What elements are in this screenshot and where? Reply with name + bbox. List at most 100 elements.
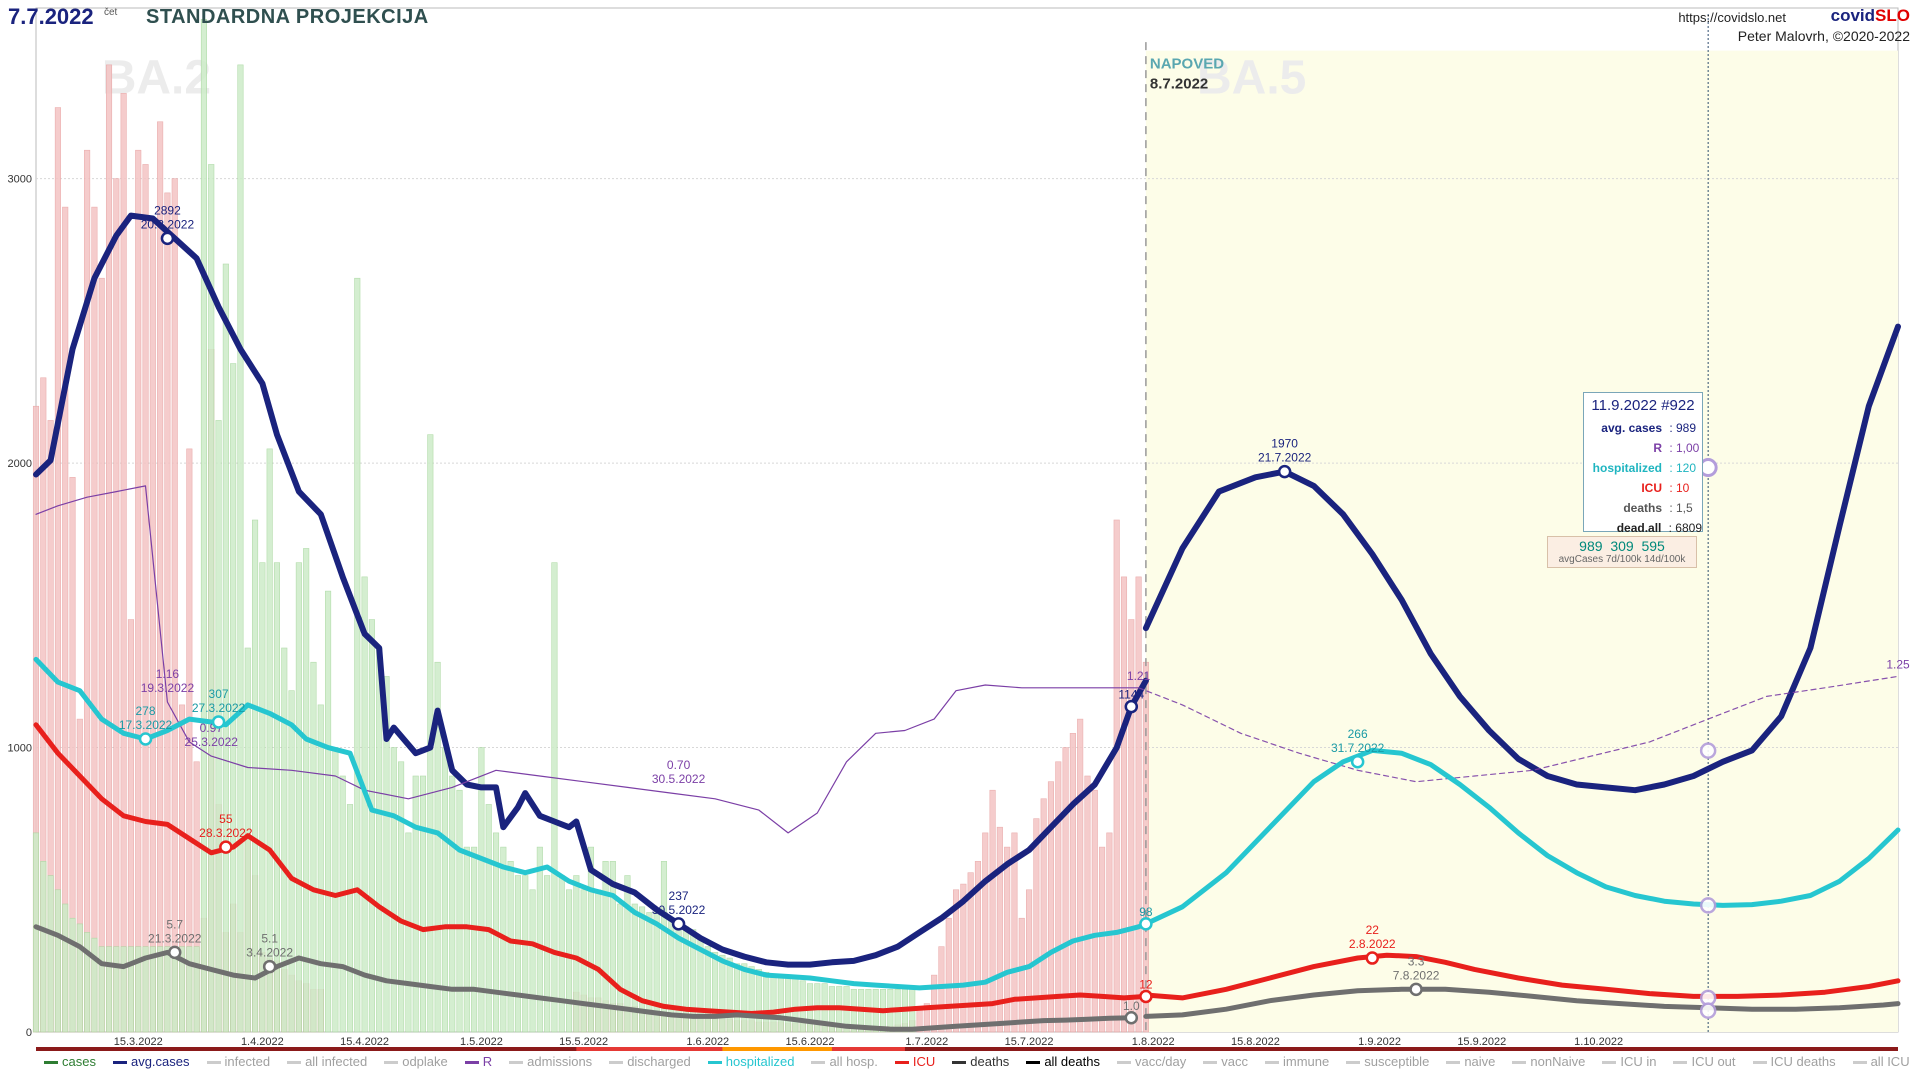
legend-item[interactable]: vacc/day: [1116, 1054, 1186, 1069]
tooltip-row: R:1,00: [1584, 438, 1702, 458]
bar-infected: [748, 966, 755, 1033]
tooltip-row-colon: :: [1669, 481, 1673, 495]
x-tick-label: 15.5.2022: [559, 1036, 608, 1048]
tooltip-row: avg. cases:989: [1584, 418, 1702, 438]
bar-infected: [310, 661, 317, 1033]
legend-item[interactable]: ICU out: [1673, 1054, 1736, 1069]
annotation-marker: [160, 231, 175, 246]
legend-item[interactable]: susceptible: [1346, 1054, 1429, 1069]
legend-item[interactable]: infected: [206, 1054, 270, 1069]
bar-infected: [398, 761, 405, 1033]
legend-item[interactable]: nonNaive: [1512, 1054, 1585, 1069]
legend-item[interactable]: naive: [1446, 1054, 1495, 1069]
annotation-date: 20.3.2022: [141, 217, 195, 231]
bar-infected: [434, 661, 441, 1033]
legend-label: naive: [1464, 1054, 1496, 1069]
bar-infected: [368, 619, 375, 1033]
bar-infected: [704, 946, 711, 1033]
bar-infected: [230, 363, 237, 1033]
bar-infected: [712, 952, 719, 1033]
bar-cases: [974, 861, 981, 1033]
tooltip-row: ICU:10: [1584, 478, 1702, 498]
bar-infected: [383, 676, 390, 1033]
bar-infected: [573, 875, 580, 1033]
source-url[interactable]: https://covidslo.net: [1678, 10, 1786, 25]
bar-infected: [259, 562, 266, 1033]
chart-date: 7.7.2022: [8, 4, 94, 29]
bar-cases: [982, 832, 989, 1033]
legend-label: hospitalized: [725, 1054, 795, 1069]
tooltip-summary-7d: 309: [1610, 538, 1634, 554]
legend-item[interactable]: all ICU: [1852, 1054, 1910, 1069]
annotation-value: 5.1: [261, 932, 278, 946]
bar-cases: [149, 221, 156, 1033]
legend-swatch: [609, 1061, 624, 1065]
chart-title: STANDARDNA PROJEKCIJA: [146, 6, 429, 28]
bar-infected: [40, 861, 47, 1033]
bar-cases: [1113, 519, 1120, 1033]
bar-infected: [295, 562, 302, 1033]
tooltip-row-value: 120: [1676, 461, 1697, 475]
bar-cases: [1011, 832, 1018, 1033]
bar-infected: [412, 775, 419, 1033]
legend-item[interactable]: ICU in: [1602, 1054, 1656, 1069]
legend-item[interactable]: discharged: [609, 1054, 691, 1069]
legend-item[interactable]: all infected: [287, 1054, 367, 1069]
legend-swatch: [1446, 1061, 1461, 1065]
bar-infected: [317, 704, 324, 1033]
legend-item[interactable]: hospitalized: [707, 1054, 795, 1069]
legend-item[interactable]: R: [464, 1054, 492, 1069]
legend-item[interactable]: avg.cases: [112, 1054, 190, 1069]
annotation-value: 2892: [154, 203, 181, 217]
bar-cases: [1091, 789, 1098, 1033]
chart-legend: cases avg.cases infected all infected odplak…: [44, 1054, 1920, 1069]
legend-item[interactable]: all deaths: [1026, 1054, 1100, 1069]
legend-label: ICU in: [1620, 1054, 1657, 1069]
legend-label: all hosp.: [829, 1054, 878, 1069]
bar-cases: [105, 64, 113, 1033]
legend-label: cases: [62, 1054, 96, 1069]
bar-infected: [113, 946, 120, 1033]
forecast-line-r: [1138, 675, 1899, 783]
annotation-value: 12: [1139, 977, 1153, 991]
legend-item[interactable]: deaths: [952, 1054, 1009, 1069]
bar-cases: [953, 889, 960, 1033]
legend-item[interactable]: cases: [44, 1054, 96, 1069]
bar-infected: [164, 946, 171, 1033]
bar-cases: [164, 192, 171, 1033]
legend-item[interactable]: ICU: [894, 1054, 935, 1069]
legend-item[interactable]: admissions: [509, 1054, 592, 1069]
author-credit: Peter Malovrh, ©2020-2022: [1737, 28, 1910, 44]
tooltip-row-label: R: [1653, 441, 1662, 455]
annotation-date: 28.3.2022: [199, 826, 253, 840]
bar-cases: [996, 826, 1003, 1033]
hover-tooltip: 11.9.2022 #922 avg. cases:989 R:1,00 hospi…: [1583, 392, 1703, 535]
annotation-marker: [211, 715, 226, 729]
tooltip-row-value: 6809: [1675, 521, 1702, 535]
legend-label: ICU out: [1691, 1054, 1736, 1069]
legend-item[interactable]: ICU deaths: [1752, 1054, 1836, 1069]
annotation-marker: [138, 732, 153, 746]
annotation-value: 1970: [1271, 437, 1298, 451]
annotation-value: 22: [1366, 923, 1380, 937]
legend-item[interactable]: odplake: [384, 1054, 448, 1069]
bar-infected: [544, 875, 551, 1033]
bar-infected: [763, 971, 770, 1033]
bar-infected: [84, 932, 91, 1033]
x-tick-label: 15.9.2022: [1457, 1036, 1506, 1048]
legend-swatch: [44, 1061, 58, 1065]
legend-item[interactable]: vacc: [1203, 1054, 1248, 1069]
bar-infected: [346, 804, 354, 1033]
legend-swatch: [287, 1061, 302, 1065]
tooltip-row-colon: :: [1669, 421, 1673, 435]
legend-swatch: [1512, 1061, 1527, 1065]
bar-infected: [609, 861, 616, 1033]
annotation-date: 21.3.2022: [148, 931, 202, 945]
bar-infected: [566, 889, 573, 1033]
bar-infected: [252, 519, 259, 1033]
bar-cases: [98, 277, 105, 1033]
legend-swatch: [952, 1061, 967, 1065]
x-tick-label: 15.6.2022: [786, 1036, 835, 1048]
legend-item[interactable]: all hosp.: [811, 1054, 878, 1069]
legend-item[interactable]: immune: [1265, 1054, 1329, 1069]
